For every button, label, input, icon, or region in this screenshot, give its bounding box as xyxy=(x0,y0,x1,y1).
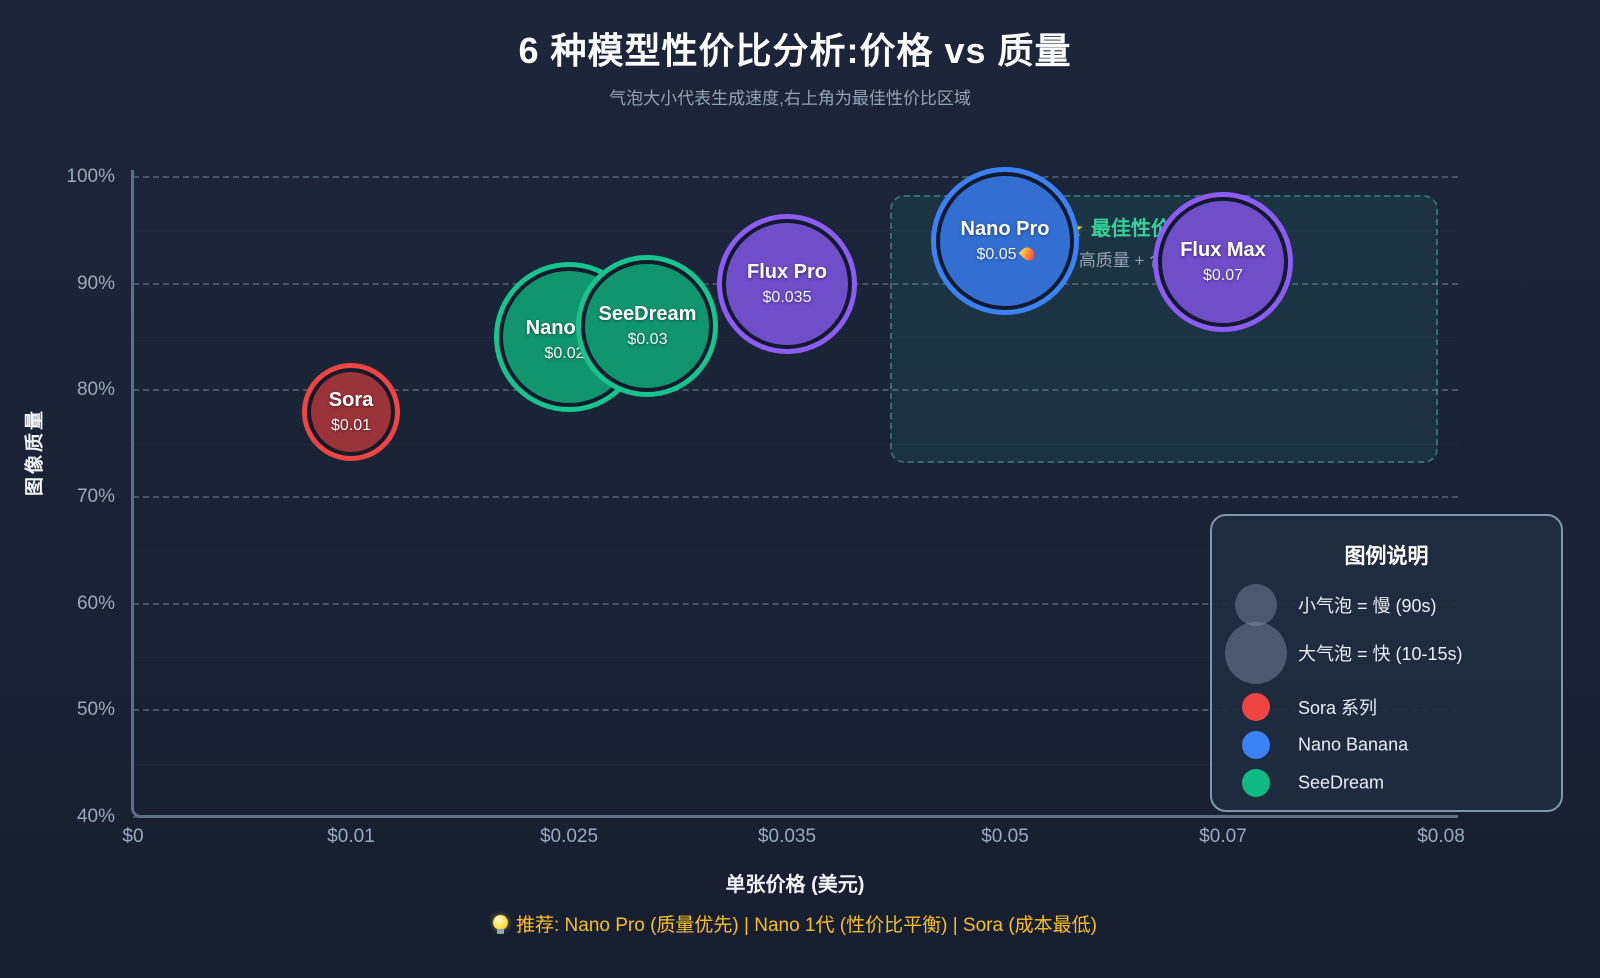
bubble-name-label: Sora xyxy=(328,388,374,411)
bubble-name-label: Flux Pro xyxy=(746,260,827,283)
gridline xyxy=(133,709,1458,712)
gridline xyxy=(133,176,1458,178)
bubble-fill xyxy=(1162,201,1284,324)
gridline-minor xyxy=(133,763,1458,765)
x-tick-label: $0.01 xyxy=(327,826,375,847)
gridline xyxy=(133,496,1458,498)
bubble-label: Nano Pro $0.05 xyxy=(936,172,1074,310)
legend: 图例说明 小气泡 = 慢 (90s) 大气泡 = 快 (10-15s) Sora 系… xyxy=(1210,514,1563,812)
y-tick-label: 100% xyxy=(66,166,115,187)
chart-subtitle: 气泡大小代表生成速度,右上角为最佳性价比区域 xyxy=(609,89,971,108)
bubble-fill xyxy=(585,264,710,389)
small-bubble-icon xyxy=(1235,584,1277,626)
x-tick-label: $0 xyxy=(122,826,144,847)
bubble-name-label: SeeDream xyxy=(598,303,697,326)
legend-color-dot xyxy=(1242,693,1270,721)
y-tick-label: 40% xyxy=(76,806,115,827)
footer-recommendation: 推荐: Nano Pro (质量优先) | Nano 1代 (性价比平衡) | … xyxy=(0,910,1590,937)
y-axis-title: 图像质量 xyxy=(24,407,46,497)
x-tick-label: $0.035 xyxy=(757,826,817,847)
gridline-minor xyxy=(133,550,1458,552)
y-tick-label: 80% xyxy=(76,379,115,401)
fire-icon xyxy=(1018,244,1037,264)
bubble-label: Flux Max $0.07 xyxy=(1158,197,1288,327)
bubble-label: Sora $0.01 xyxy=(307,368,395,456)
y-tick-label: 60% xyxy=(76,592,115,614)
legend-item-label[interactable]: Nano Banana xyxy=(1298,734,1409,755)
x-tick-label: $0.05 xyxy=(981,826,1029,847)
legend-item-label[interactable]: 大气泡 = 快 (10-15s) xyxy=(1298,644,1463,664)
bubble-seedream[interactable]: SeeDream $0.03 xyxy=(576,255,719,398)
bubble-fill xyxy=(311,371,391,452)
bubble-name-label: Nano Pro xyxy=(960,218,1050,240)
legend-item-label[interactable]: Sora 系列 xyxy=(1298,698,1378,718)
bubble-flux-max[interactable]: Flux Max $0.07 xyxy=(1153,192,1293,333)
legend-title: 图例说明 xyxy=(1344,545,1429,568)
bubble-fill xyxy=(726,222,848,345)
y-tick-label: 90% xyxy=(76,272,115,294)
y-tick-label: 70% xyxy=(76,486,115,507)
large-bubble-icon xyxy=(1225,622,1287,684)
legend-item-label[interactable]: SeeDream xyxy=(1298,772,1385,793)
gridline xyxy=(133,389,1458,392)
bubble-flux-pro[interactable]: Flux Pro $0.035 xyxy=(717,213,857,354)
gridline-minor xyxy=(133,443,1458,445)
bulb-icon xyxy=(492,915,508,934)
bubble-price-label: $0.07 xyxy=(1202,267,1244,285)
legend-color-dot xyxy=(1242,769,1270,797)
bubble-price-label: $0.01 xyxy=(330,416,372,434)
bubble-fill xyxy=(940,176,1070,306)
x-tick-label: $0.07 xyxy=(1199,826,1247,847)
bubble-name-label: Flux Max xyxy=(1180,239,1266,262)
gridline xyxy=(133,602,1458,605)
bubble-price-label: $0.03 xyxy=(627,331,668,349)
bubble-price-label: $0.035 xyxy=(762,288,812,306)
x-tick-label: $0.025 xyxy=(539,826,599,847)
bubble-nano-pro[interactable]: Nano Pro $0.05 xyxy=(931,167,1079,315)
legend-color-dot xyxy=(1242,731,1270,759)
bubble-sora[interactable]: Sora $0.01 xyxy=(302,362,400,461)
chart-title: 6 种模型性价比分析:价格 vs 质量 xyxy=(518,30,1072,71)
y-tick-label: 50% xyxy=(76,699,115,721)
x-axis-title: 单张价格 (美元) xyxy=(725,874,865,896)
gridline-minor xyxy=(133,657,1458,658)
bubble-label: Flux Pro $0.035 xyxy=(722,219,852,349)
axis-frame xyxy=(131,170,1458,818)
bubble-label: SeeDream $0.03 xyxy=(581,260,713,392)
x-tick-label: $0.08 xyxy=(1417,826,1465,847)
legend-item-label[interactable]: 小气泡 = 慢 (90s) xyxy=(1298,596,1437,616)
bubble-price-label: $0.05 xyxy=(976,244,1037,264)
